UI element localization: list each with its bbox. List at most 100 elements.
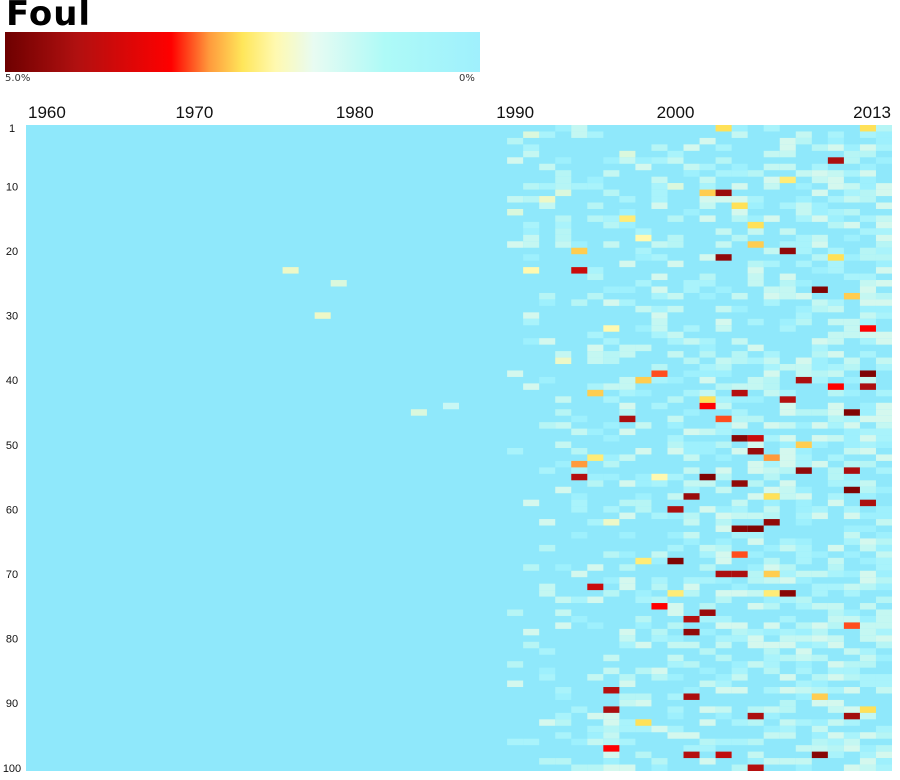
texture-cell	[715, 441, 732, 448]
texture-cell	[859, 615, 876, 623]
heatmap-cell	[827, 157, 844, 164]
texture-cell	[795, 570, 812, 578]
texture-cell	[555, 712, 572, 720]
texture-cell	[683, 389, 700, 397]
texture-cell	[715, 305, 732, 313]
texture-cell	[555, 125, 572, 132]
heatmap-cell	[619, 215, 636, 222]
texture-cell	[651, 202, 668, 209]
texture-cell	[683, 538, 700, 545]
texture-cell	[875, 189, 892, 197]
texture-cell	[539, 583, 556, 591]
texture-cell	[875, 751, 892, 759]
texture-cell	[811, 176, 828, 184]
texture-cell	[827, 183, 844, 190]
texture-cell	[811, 344, 828, 352]
texture-cell	[763, 247, 780, 255]
texture-cell	[827, 499, 844, 507]
texture-cell	[747, 570, 764, 578]
texture-cell	[619, 157, 636, 164]
texture-cell	[619, 286, 636, 293]
texture-cell	[555, 221, 572, 229]
texture-cell	[715, 228, 732, 235]
texture-cell	[859, 557, 876, 565]
texture-cell	[667, 215, 684, 222]
texture-cell	[827, 409, 844, 416]
heatmap-cell	[715, 189, 732, 197]
texture-cell	[603, 215, 620, 222]
heatmap-cell	[651, 603, 668, 610]
texture-cell	[875, 357, 892, 365]
texture-cell	[859, 312, 876, 319]
texture-cell	[603, 738, 620, 746]
texture-cell	[715, 544, 732, 552]
texture-cell	[731, 738, 748, 746]
texture-cell	[619, 402, 636, 410]
texture-cell	[635, 725, 652, 733]
texture-cell	[523, 564, 540, 571]
texture-cell	[667, 338, 684, 345]
heatmap-cell	[859, 125, 876, 132]
texture-cell	[843, 364, 860, 371]
texture-cell	[683, 745, 700, 752]
texture-cell	[811, 551, 828, 558]
texture-cell	[859, 480, 876, 487]
texture-cell	[603, 383, 620, 390]
texture-cell	[795, 292, 812, 300]
texture-cell	[859, 215, 876, 222]
heatmap-cell	[843, 486, 860, 494]
texture-cell	[779, 409, 796, 416]
texture-cell	[875, 486, 892, 494]
texture-cell	[827, 260, 844, 268]
texture-cell	[859, 163, 876, 171]
texture-cell	[635, 693, 652, 700]
year-tick-label: 1990	[496, 103, 534, 122]
heatmap-cell	[811, 693, 828, 700]
texture-cell	[619, 376, 636, 384]
texture-cell	[875, 641, 892, 649]
texture-cell	[811, 635, 828, 642]
texture-cell	[587, 428, 604, 436]
texture-cell	[875, 435, 892, 442]
heatmap-cell	[635, 557, 652, 565]
heatmap-cell	[699, 396, 716, 403]
texture-cell	[875, 422, 892, 429]
texture-cell	[603, 357, 620, 365]
texture-cell	[875, 570, 892, 578]
texture-cell	[875, 125, 892, 132]
texture-cell	[875, 267, 892, 274]
heatmap-cell	[442, 402, 459, 410]
texture-cell	[571, 706, 588, 713]
texture-cell	[843, 512, 860, 520]
texture-cell	[763, 725, 780, 733]
texture-cell	[843, 745, 860, 752]
texture-cell	[635, 641, 652, 649]
texture-cell	[747, 738, 764, 746]
heatmap-cell	[843, 622, 860, 629]
texture-cell	[555, 176, 572, 184]
texture-cell	[875, 687, 892, 694]
rank-tick-label: 100	[3, 763, 21, 775]
texture-cell	[571, 448, 588, 455]
texture-cell	[619, 635, 636, 642]
texture-cell	[635, 448, 652, 455]
texture-cell	[635, 163, 652, 171]
texture-cell	[571, 125, 588, 132]
texture-cell	[667, 661, 684, 668]
texture-cell	[875, 635, 892, 642]
texture-cell	[843, 331, 860, 339]
heatmap-cell	[571, 473, 588, 481]
texture-cell	[763, 512, 780, 520]
texture-cell	[859, 712, 876, 720]
texture-cell	[843, 221, 860, 229]
rank-tick-label: 60	[6, 504, 18, 516]
heatmap-cell	[763, 454, 780, 461]
texture-cell	[827, 699, 844, 707]
legend-max-label: 5.0%	[5, 73, 31, 84]
heatmap-cell	[555, 357, 572, 365]
texture-cell	[811, 351, 828, 358]
texture-cell	[859, 448, 876, 455]
texture-cell	[747, 758, 764, 765]
texture-cell	[859, 170, 876, 177]
